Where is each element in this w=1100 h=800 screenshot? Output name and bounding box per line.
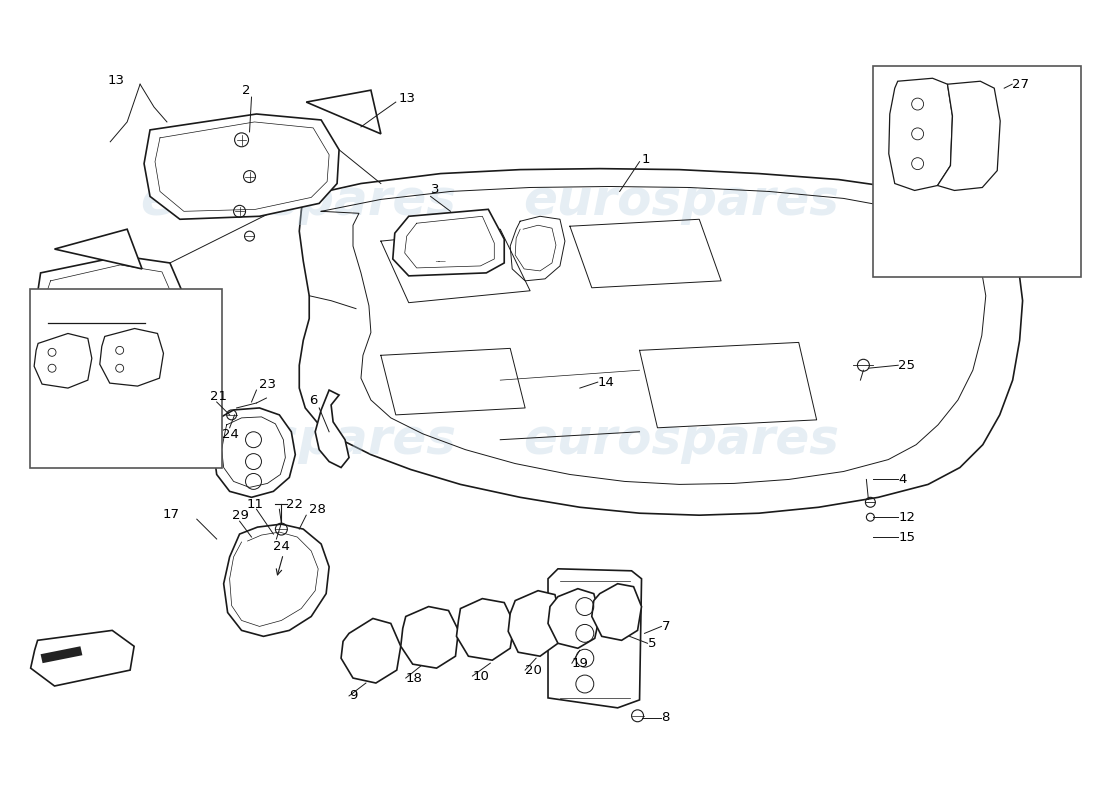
Text: ___: ___ — [436, 256, 446, 262]
Polygon shape — [306, 90, 381, 134]
Polygon shape — [299, 169, 1023, 515]
Text: 8: 8 — [661, 711, 670, 724]
Text: 4: 4 — [899, 473, 906, 486]
Polygon shape — [41, 646, 82, 663]
Text: 9: 9 — [349, 690, 358, 702]
Polygon shape — [456, 598, 514, 660]
Text: 29: 29 — [232, 509, 249, 522]
Text: 20: 20 — [525, 664, 542, 677]
Text: eurospares: eurospares — [524, 416, 839, 464]
Text: eurospares: eurospares — [141, 178, 456, 226]
Text: 14: 14 — [597, 376, 615, 389]
Text: 13: 13 — [399, 92, 416, 105]
Text: 13: 13 — [107, 74, 124, 86]
Text: 28: 28 — [309, 502, 326, 516]
Text: eurospares: eurospares — [141, 416, 456, 464]
Polygon shape — [548, 589, 600, 648]
Polygon shape — [548, 569, 641, 708]
Text: Allestimento MC Sport Line: Allestimento MC Sport Line — [902, 237, 1052, 247]
Polygon shape — [937, 82, 1000, 190]
Text: 27: 27 — [1012, 78, 1030, 90]
Text: 6: 6 — [309, 394, 318, 406]
Text: MC Sport Line Version: MC Sport Line Version — [916, 254, 1038, 264]
Text: 1: 1 — [641, 153, 650, 166]
Polygon shape — [592, 584, 641, 640]
Text: 16: 16 — [112, 326, 128, 335]
Text: 21: 21 — [210, 390, 227, 402]
Bar — [873, 66, 1081, 277]
Bar — [30, 289, 222, 467]
Polygon shape — [223, 524, 329, 636]
Polygon shape — [341, 618, 400, 683]
Polygon shape — [889, 78, 953, 190]
Text: 18: 18 — [406, 671, 422, 685]
Text: 12: 12 — [899, 510, 915, 524]
Text: 23: 23 — [260, 378, 276, 390]
Polygon shape — [316, 390, 349, 467]
Text: 17: 17 — [163, 508, 180, 521]
Polygon shape — [100, 329, 164, 386]
Text: 22: 22 — [286, 498, 304, 510]
Text: 3: 3 — [430, 183, 439, 196]
Polygon shape — [393, 210, 504, 276]
Polygon shape — [508, 590, 560, 656]
Text: GD: GD — [98, 446, 121, 461]
Text: 24: 24 — [222, 428, 239, 442]
Text: 5: 5 — [648, 637, 656, 650]
Polygon shape — [213, 408, 295, 498]
Polygon shape — [55, 229, 142, 269]
Text: 7: 7 — [661, 620, 670, 633]
Text: eurospares: eurospares — [524, 178, 839, 226]
Text: 15: 15 — [899, 530, 915, 543]
Polygon shape — [31, 630, 134, 686]
Text: 10: 10 — [472, 670, 490, 682]
Polygon shape — [34, 256, 182, 342]
Text: 24: 24 — [274, 541, 290, 554]
Text: 6: 6 — [81, 308, 89, 318]
Text: 19: 19 — [572, 657, 588, 670]
Polygon shape — [144, 114, 339, 219]
Text: 25: 25 — [899, 358, 915, 372]
Polygon shape — [400, 606, 459, 668]
Polygon shape — [34, 334, 91, 388]
Text: 11: 11 — [246, 498, 264, 510]
Text: 2: 2 — [242, 84, 250, 97]
